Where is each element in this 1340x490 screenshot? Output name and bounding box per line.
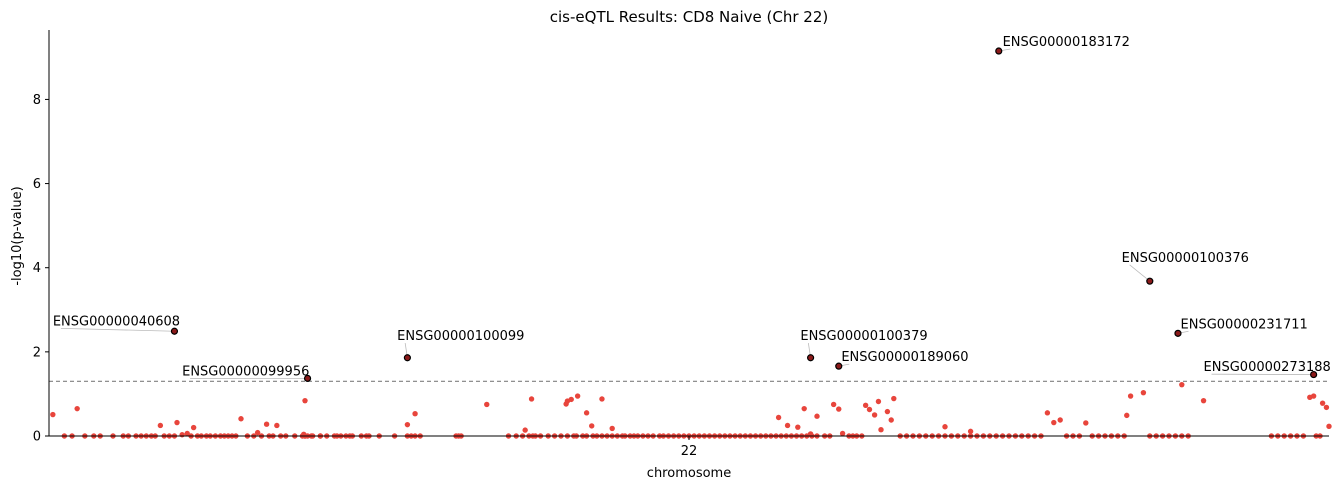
- y-tick-label: 8: [33, 93, 41, 108]
- data-point: [609, 425, 615, 432]
- data-point: [574, 393, 581, 399]
- data-point: [1051, 419, 1057, 426]
- data-point: [884, 408, 891, 415]
- data-point: [583, 410, 590, 416]
- data-point: [1083, 420, 1089, 426]
- y-tick-label: 0: [33, 430, 41, 445]
- data-point: [1326, 423, 1332, 430]
- data-point: [238, 416, 244, 422]
- highlighted-point: [170, 327, 179, 335]
- data-point: [1310, 393, 1317, 399]
- gene-annotation: ENSG00000189060: [841, 350, 968, 365]
- data-point: [50, 411, 56, 418]
- x-tick-label: 22: [681, 444, 698, 459]
- data-point: [830, 401, 837, 408]
- highlighted-point: [806, 354, 815, 362]
- data-point: [254, 429, 261, 436]
- highlighted-point: [835, 362, 843, 370]
- data-point: [1323, 404, 1330, 411]
- data-point: [599, 396, 605, 402]
- data-point: [836, 406, 842, 412]
- gene-annotation: ENSG00000183172: [1003, 35, 1130, 50]
- data-point: [484, 401, 490, 408]
- data-point: [1319, 400, 1326, 406]
- data-point: [839, 430, 846, 437]
- x-axis-title: chromosome: [647, 466, 731, 481]
- data-point: [404, 421, 411, 428]
- data-point: [74, 405, 80, 412]
- data-point: [871, 412, 878, 418]
- data-point: [564, 398, 571, 404]
- data-point: [1127, 393, 1134, 399]
- highlighted-point: [995, 47, 1003, 55]
- highlighted-point: [1174, 329, 1182, 337]
- annotation-leader: [1129, 264, 1151, 282]
- data-point: [807, 431, 814, 437]
- highlighted-point: [303, 374, 312, 382]
- points-layer: [50, 381, 1332, 439]
- data-point: [184, 430, 190, 437]
- data-point: [1179, 381, 1185, 388]
- data-point: [179, 432, 185, 438]
- data-point: [157, 422, 164, 429]
- data-point: [862, 402, 869, 408]
- data-point: [1057, 417, 1063, 423]
- data-point: [814, 413, 820, 419]
- gene-annotation: ENSG00000100379: [800, 329, 927, 344]
- y-axis-title: -log10(p-value): [10, 186, 25, 285]
- data-point: [302, 397, 308, 404]
- gene-annotation: ENSG00000100099: [397, 329, 524, 344]
- data-point: [967, 428, 974, 435]
- gene-annotation: ENSG00000100376: [1122, 251, 1249, 266]
- data-point: [1140, 389, 1147, 396]
- highlighted-point: [403, 354, 411, 362]
- gene-annotation: ENSG00000273188: [1204, 360, 1331, 375]
- data-point: [263, 421, 270, 427]
- data-point: [775, 414, 782, 421]
- data-point: [942, 424, 948, 430]
- y-tick-label: 4: [33, 261, 41, 276]
- data-point: [888, 417, 894, 423]
- data-point: [522, 427, 528, 433]
- data-point: [174, 419, 180, 426]
- gene-annotation: ENSG00000231711: [1181, 317, 1308, 332]
- data-point: [190, 424, 197, 431]
- highlighted-point: [1310, 370, 1318, 379]
- data-point: [784, 422, 791, 429]
- highlight-layer: ENSG00000040608 ENSG00000099956 ENSG000001…: [53, 35, 1331, 382]
- data-point: [412, 411, 418, 417]
- gene-annotation: ENSG00000040608: [53, 314, 180, 329]
- data-point: [801, 405, 807, 412]
- data-point: [528, 396, 535, 402]
- axes-layer: 0 2 4 6 8 22: [33, 30, 1329, 459]
- data-point: [795, 424, 801, 430]
- data-point: [1044, 410, 1051, 416]
- data-point: [589, 423, 595, 429]
- gene-annotation: ENSG00000099956: [182, 364, 309, 379]
- data-point: [1124, 412, 1130, 419]
- y-tick-label: 6: [33, 177, 41, 192]
- data-point: [878, 426, 884, 433]
- data-point: [274, 422, 280, 429]
- data-point: [1200, 397, 1207, 404]
- chart-title: cis-eQTL Results: CD8 Naive (Chr 22): [550, 8, 828, 26]
- data-point: [866, 406, 873, 413]
- highlighted-point: [1146, 277, 1154, 285]
- data-point: [875, 398, 882, 405]
- annotation-leader: [60, 327, 175, 332]
- data-point: [891, 395, 897, 402]
- y-tick-label: 2: [33, 345, 41, 360]
